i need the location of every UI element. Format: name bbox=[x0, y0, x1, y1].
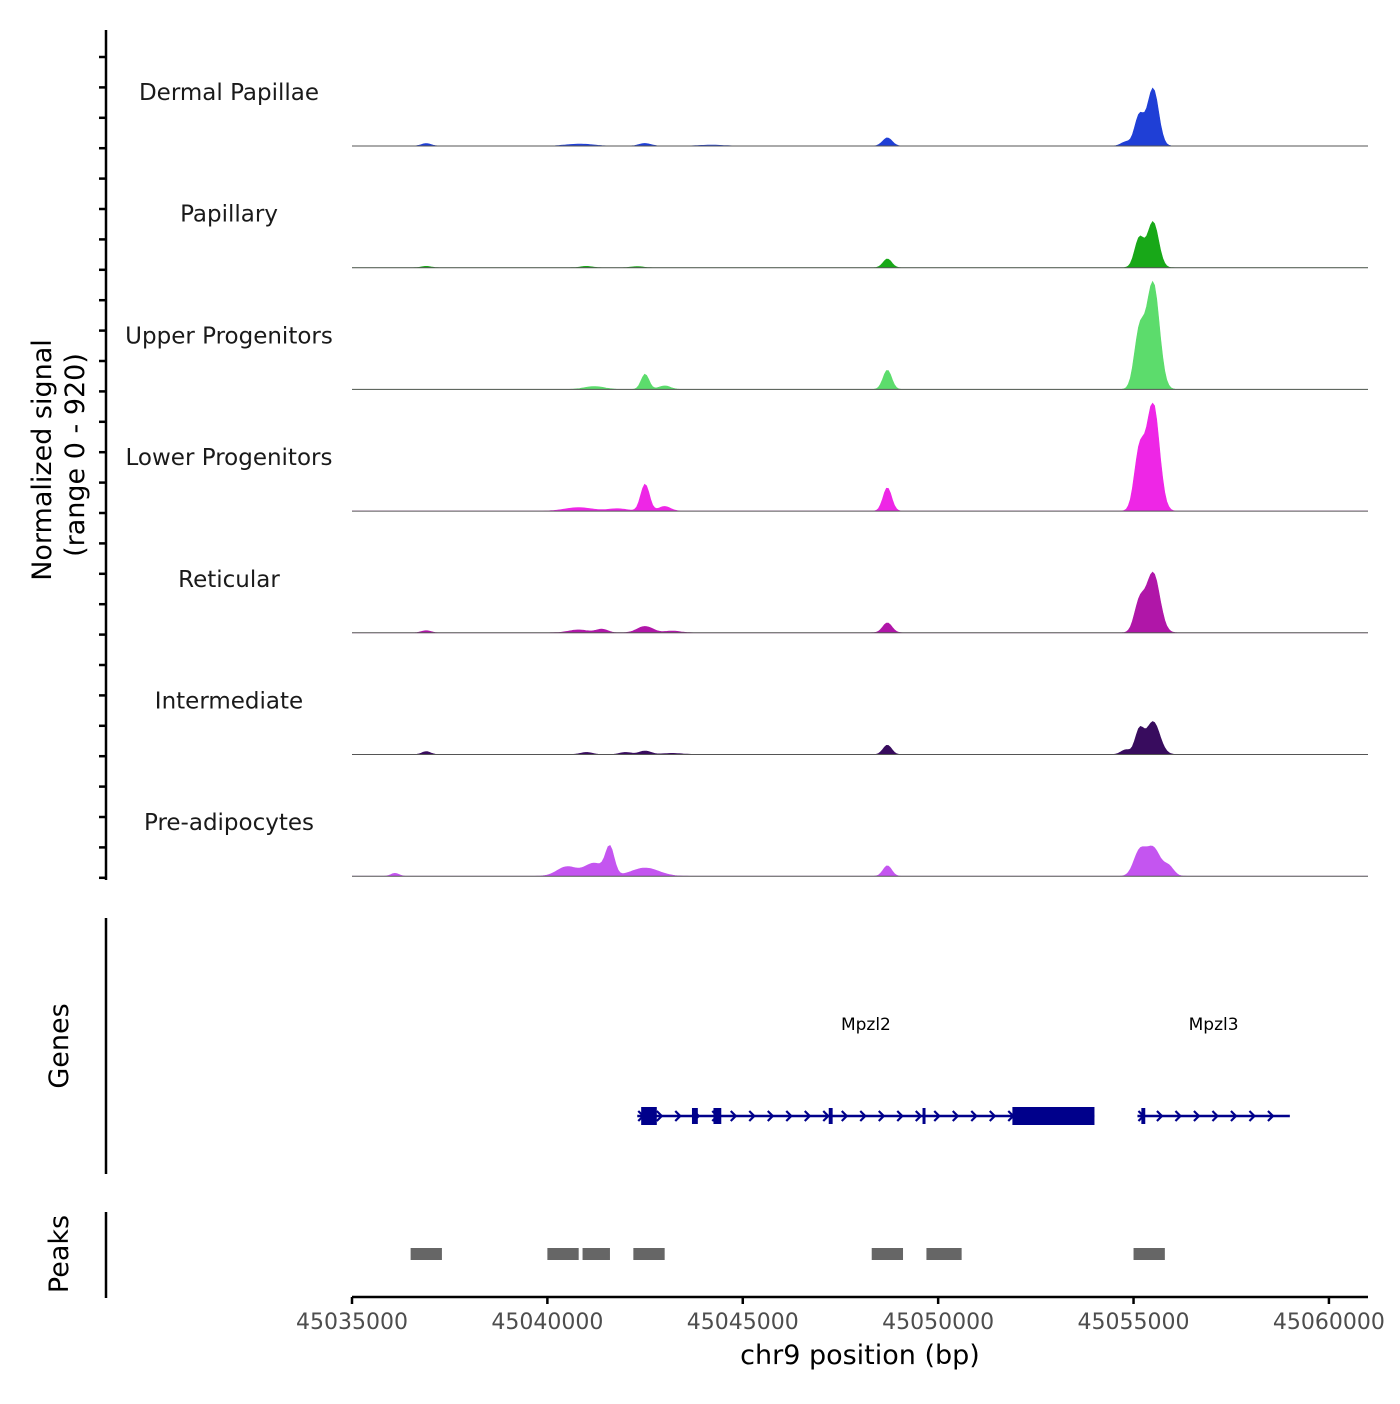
track-label: Pre-adipocytes bbox=[144, 810, 314, 836]
x-tick-label: 45035000 bbox=[296, 1310, 408, 1335]
gene-exon bbox=[641, 1107, 657, 1125]
strand-arrow-icon bbox=[803, 1110, 812, 1122]
genes-panel-label: Genes bbox=[44, 1003, 75, 1088]
track-lower-progenitors: Lower Progenitors bbox=[126, 402, 1368, 512]
strand-arrow-icon bbox=[1230, 1110, 1238, 1122]
x-tick-label: 45050000 bbox=[882, 1310, 994, 1335]
strand-arrow-icon bbox=[655, 1110, 664, 1122]
track-label: Lower Progenitors bbox=[126, 445, 333, 471]
track-signal-area bbox=[352, 844, 1368, 877]
track-signal-area bbox=[352, 221, 1368, 268]
strand-arrow-icon bbox=[988, 1110, 997, 1122]
track-reticular: Reticular bbox=[178, 567, 1368, 634]
x-tick-label: 45045000 bbox=[687, 1310, 799, 1335]
strand-arrow-icon bbox=[1193, 1110, 1201, 1122]
peak-region bbox=[1133, 1248, 1165, 1260]
strand-arrow-icon bbox=[896, 1110, 904, 1122]
gene-exon bbox=[922, 1108, 926, 1124]
gene-exon bbox=[713, 1108, 722, 1124]
peaks-panel-label: Peaks bbox=[44, 1215, 75, 1293]
track-signal-area bbox=[352, 402, 1368, 512]
track-label: Intermediate bbox=[155, 689, 303, 715]
strand-arrow-icon bbox=[822, 1110, 830, 1122]
track-upper-progenitors: Upper Progenitors bbox=[125, 280, 1368, 390]
peak-region bbox=[871, 1248, 904, 1260]
strand-arrow-icon bbox=[914, 1110, 923, 1122]
strand-arrow-icon bbox=[766, 1110, 775, 1122]
strand-arrow-icon bbox=[877, 1110, 886, 1122]
strand-arrow-icon bbox=[1267, 1110, 1275, 1122]
track-dermal-papillae: Dermal Papillae bbox=[139, 80, 1368, 147]
gene-exon bbox=[691, 1108, 698, 1124]
peak-regions bbox=[410, 1248, 1165, 1260]
track-signal-area bbox=[352, 280, 1368, 390]
gene-label: Mpzl2 bbox=[841, 1015, 891, 1035]
peak-region bbox=[410, 1248, 442, 1260]
track-label: Upper Progenitors bbox=[125, 323, 333, 349]
strand-arrow-icon bbox=[729, 1110, 738, 1122]
gene-mpzl2: Mpzl2 bbox=[637, 1015, 1095, 1125]
x-axis-title: chr9 position (bp) bbox=[740, 1340, 980, 1371]
peak-region bbox=[582, 1248, 610, 1260]
gene-exon bbox=[1141, 1108, 1146, 1124]
strand-arrow-icon bbox=[859, 1110, 867, 1122]
x-tick-label: 45055000 bbox=[1078, 1310, 1190, 1335]
strand-arrow-icon bbox=[970, 1110, 978, 1122]
strand-arrow-icon bbox=[1156, 1110, 1164, 1122]
peak-region bbox=[926, 1248, 962, 1260]
strand-arrow-icon bbox=[1174, 1110, 1183, 1122]
signal-y-axis bbox=[99, 30, 108, 880]
strand-arrow-icon bbox=[748, 1110, 756, 1122]
track-signal-area bbox=[352, 721, 1368, 755]
strand-arrow-icon bbox=[1248, 1110, 1257, 1122]
track-pre-adipocytes: Pre-adipocytes bbox=[144, 810, 1368, 877]
coverage-tracks: Dermal Papillae Papillary Upper Progenitor… bbox=[125, 80, 1368, 877]
gene-label: Mpzl3 bbox=[1189, 1015, 1239, 1035]
strand-arrow-icon bbox=[785, 1110, 793, 1122]
strand-arrow-icon bbox=[951, 1110, 960, 1122]
peak-region bbox=[547, 1248, 579, 1260]
gene-mpzl3: Mpzl3 bbox=[1137, 1015, 1290, 1124]
track-signal-area bbox=[352, 571, 1368, 634]
track-label: Dermal Papillae bbox=[139, 80, 319, 106]
gene-exon bbox=[1012, 1107, 1095, 1125]
x-tick-label: 45040000 bbox=[491, 1310, 603, 1335]
track-label: Papillary bbox=[180, 202, 278, 228]
track-papillary: Papillary bbox=[180, 202, 1368, 269]
track-label: Reticular bbox=[178, 567, 280, 593]
strand-arrow-icon bbox=[933, 1110, 941, 1122]
gene-annotations: Mpzl2 Mpzl3 bbox=[637, 1015, 1290, 1125]
strand-arrow-icon bbox=[1211, 1110, 1220, 1122]
track-signal-area bbox=[352, 87, 1368, 147]
gene-exon bbox=[828, 1108, 833, 1124]
strand-arrow-icon bbox=[840, 1110, 849, 1122]
peak-region bbox=[633, 1248, 665, 1260]
strand-arrow-icon bbox=[674, 1110, 682, 1122]
y-axis-title-line1: Normalized signal bbox=[27, 339, 58, 581]
y-axis-title-line2: (range 0 - 920) bbox=[60, 353, 91, 557]
x-axis: 45035000 45040000 45045000 45050000 45055000… bbox=[296, 1295, 1385, 1335]
x-tick-label: 45060000 bbox=[1273, 1310, 1385, 1335]
track-intermediate: Intermediate bbox=[155, 689, 1368, 755]
